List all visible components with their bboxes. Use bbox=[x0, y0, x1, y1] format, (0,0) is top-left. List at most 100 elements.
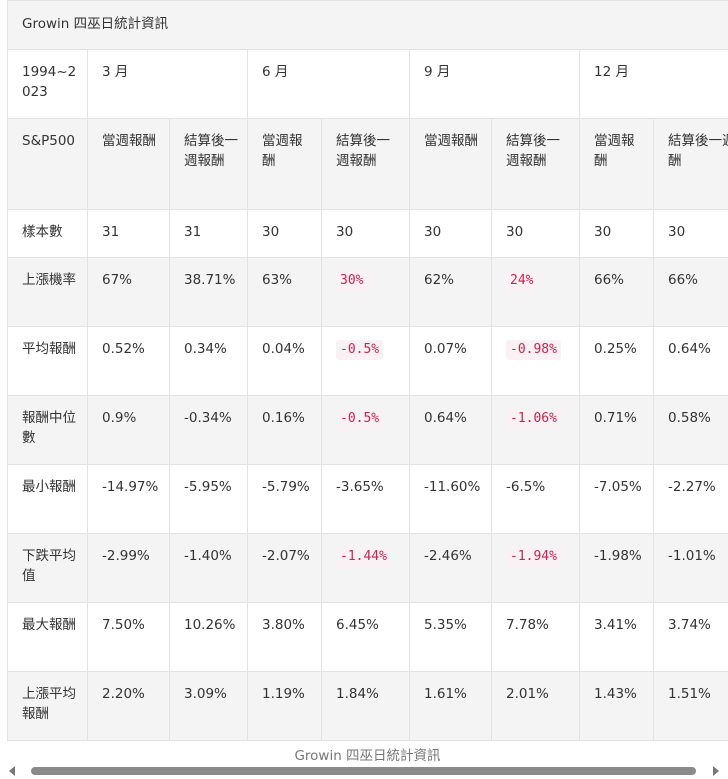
table-cell: 30 bbox=[652, 209, 728, 258]
table-cell: 30 bbox=[321, 209, 410, 258]
table-cell: -7.05% bbox=[579, 464, 654, 534]
table-cell: 0.16% bbox=[247, 395, 322, 465]
month-header: 12 月 bbox=[578, 49, 728, 119]
table-cell: 2.01% bbox=[491, 671, 580, 741]
table-cell: 1.61% bbox=[409, 671, 492, 741]
col-header-week-return: 當週報酬 bbox=[409, 118, 492, 210]
table-cell: 10.26% bbox=[169, 602, 248, 672]
table-cell: -0.98% bbox=[491, 326, 580, 396]
table-caption: Growin 四巫日統計資訊 bbox=[7, 0, 728, 50]
index-label: S&P500 bbox=[7, 118, 88, 210]
table-cell: 30 bbox=[247, 209, 322, 258]
table-cell: -1.06% bbox=[491, 395, 580, 465]
table-cell: -1.01% bbox=[652, 533, 728, 603]
row-label: 上漲平均報酬 bbox=[7, 671, 88, 741]
table-cell: 30 bbox=[491, 209, 580, 258]
scroll-right-arrow-icon[interactable] bbox=[713, 766, 719, 776]
table-cell: 6.45% bbox=[321, 602, 410, 672]
table-cell: 3.09% bbox=[169, 671, 248, 741]
row-label: 下跌平均值 bbox=[7, 533, 88, 603]
table-cell: -2.07% bbox=[247, 533, 322, 603]
table-cell: 3.41% bbox=[579, 602, 654, 672]
table-row: 樣本數 31 31 30 30 30 30 30 30 bbox=[7, 209, 728, 258]
table-cell: -0.5% bbox=[321, 326, 410, 396]
table-cell: 2.20% bbox=[87, 671, 170, 741]
highlighted-value: -1.44% bbox=[336, 547, 391, 567]
table-cell: 5.35% bbox=[409, 602, 492, 672]
month-header: 3 月 bbox=[87, 49, 248, 119]
table-cell: 62% bbox=[409, 257, 492, 327]
table-cell: 0.64% bbox=[652, 326, 728, 396]
table-cell: 66% bbox=[579, 257, 654, 327]
table-cell: 30 bbox=[579, 209, 654, 258]
row-label: 報酬中位數 bbox=[7, 395, 88, 465]
table-cell: 0.34% bbox=[169, 326, 248, 396]
table-cell: 3.74% bbox=[652, 602, 728, 672]
table-cell: 66% bbox=[652, 257, 728, 327]
table-row: 最大報酬 7.50% 10.26% 3.80% 6.45% 5.35% 7.78% 3.41%… bbox=[7, 602, 728, 672]
table-cell: 1.51% bbox=[652, 671, 728, 741]
highlighted-value: -0.5% bbox=[336, 409, 384, 429]
table-row: 上漲機率 67% 38.71% 63% 30% 62% 24% 66% 66% bbox=[7, 257, 728, 327]
table-cell: 31 bbox=[87, 209, 170, 258]
col-header-week-return: 當週報酬 bbox=[247, 118, 322, 210]
scrollbar-thumb[interactable] bbox=[31, 767, 696, 775]
table-cell: 0.71% bbox=[579, 395, 654, 465]
highlighted-value: 30% bbox=[336, 271, 368, 291]
table-cell: 24% bbox=[491, 257, 580, 327]
table-row: 平均報酬 0.52% 0.34% 0.04% -0.5% 0.07% -0.98% 0.25%… bbox=[7, 326, 728, 396]
table-cell: 0.58% bbox=[652, 395, 728, 465]
col-header-post-settlement-return: 結算後一週報酬 bbox=[169, 118, 248, 210]
table-cell: 30 bbox=[409, 209, 492, 258]
table-cell: 7.78% bbox=[491, 602, 580, 672]
table-cell: 67% bbox=[87, 257, 170, 327]
table-cell: -0.34% bbox=[169, 395, 248, 465]
highlighted-value: -1.94% bbox=[506, 547, 561, 567]
table-cell: -11.60% bbox=[409, 464, 492, 534]
table-cell: 0.64% bbox=[409, 395, 492, 465]
table-cell: -2.99% bbox=[87, 533, 170, 603]
table-cell: 38.71% bbox=[169, 257, 248, 327]
table-cell: 1.43% bbox=[579, 671, 654, 741]
table-cell: -2.46% bbox=[409, 533, 492, 603]
table-cell: -0.5% bbox=[321, 395, 410, 465]
col-header-post-settlement-return: 結算後一週報酬 bbox=[321, 118, 410, 210]
table-cell: 3.80% bbox=[247, 602, 322, 672]
highlighted-value: -0.5% bbox=[336, 340, 384, 360]
table-cell: -5.95% bbox=[169, 464, 248, 534]
highlighted-value: 24% bbox=[506, 271, 538, 291]
row-label: 最小報酬 bbox=[7, 464, 88, 534]
table-row: 上漲平均報酬 2.20% 3.09% 1.19% 1.84% 1.61% 2.01% 1.43… bbox=[7, 671, 728, 741]
month-header: 9 月 bbox=[409, 49, 580, 119]
footer-caption: Growin 四巫日統計資訊 bbox=[294, 748, 441, 764]
table-row: 下跌平均值 -2.99% -1.40% -2.07% -1.44% -2.46% -1.94… bbox=[7, 533, 728, 603]
table-cell: 7.50% bbox=[87, 602, 170, 672]
table-cell: 1.19% bbox=[247, 671, 322, 741]
month-header: 6 月 bbox=[247, 49, 410, 119]
table-cell: -3.65% bbox=[321, 464, 410, 534]
table-row: 最小報酬 -14.97% -5.95% -5.79% -3.65% -11.60% -6.5… bbox=[7, 464, 728, 534]
highlighted-value: -0.98% bbox=[506, 340, 561, 360]
table-cell: 0.04% bbox=[247, 326, 322, 396]
table-cell: -1.44% bbox=[321, 533, 410, 603]
highlighted-value: -1.06% bbox=[506, 409, 561, 429]
table-cell: -1.98% bbox=[579, 533, 654, 603]
row-label: 最大報酬 bbox=[7, 602, 88, 672]
table-cell: -14.97% bbox=[87, 464, 170, 534]
table-cell: 1.84% bbox=[321, 671, 410, 741]
table-cell: 0.9% bbox=[87, 395, 170, 465]
scroll-left-arrow-icon[interactable] bbox=[9, 766, 15, 776]
table-cell: -5.79% bbox=[247, 464, 322, 534]
period-label: 1994~2023 bbox=[7, 49, 88, 119]
row-label: 樣本數 bbox=[7, 209, 88, 258]
row-label: 上漲機率 bbox=[7, 257, 88, 327]
row-label: 平均報酬 bbox=[7, 326, 88, 396]
table-cell: 0.52% bbox=[87, 326, 170, 396]
table-cell: -1.40% bbox=[169, 533, 248, 603]
col-header-week-return: 當週報酬 bbox=[579, 118, 654, 210]
table-cell: 30% bbox=[321, 257, 410, 327]
col-header-post-settlement-return: 結算後一週報酬 bbox=[491, 118, 580, 210]
horizontal-scrollbar[interactable] bbox=[7, 765, 721, 779]
